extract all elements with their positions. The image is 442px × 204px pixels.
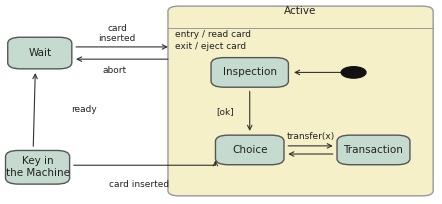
Text: Inspection: Inspection <box>223 67 277 78</box>
Text: card
inserted: card inserted <box>99 24 136 43</box>
FancyBboxPatch shape <box>337 135 410 165</box>
Text: [ok]: [ok] <box>217 107 234 116</box>
Text: Choice: Choice <box>232 145 267 155</box>
Circle shape <box>341 67 366 78</box>
FancyBboxPatch shape <box>6 151 70 184</box>
Text: entry / read card
exit / eject card: entry / read card exit / eject card <box>175 30 251 51</box>
Text: Key in
the Machine: Key in the Machine <box>6 156 69 178</box>
Text: Active: Active <box>284 6 317 16</box>
FancyBboxPatch shape <box>211 58 288 87</box>
Text: transfer(x): transfer(x) <box>286 132 335 141</box>
Text: ready: ready <box>71 105 96 114</box>
Text: Transaction: Transaction <box>343 145 404 155</box>
Text: abort: abort <box>103 66 127 75</box>
FancyBboxPatch shape <box>8 37 72 69</box>
Text: Wait: Wait <box>28 48 51 58</box>
Text: card inserted: card inserted <box>109 180 169 189</box>
FancyBboxPatch shape <box>168 6 433 196</box>
FancyBboxPatch shape <box>216 135 284 165</box>
